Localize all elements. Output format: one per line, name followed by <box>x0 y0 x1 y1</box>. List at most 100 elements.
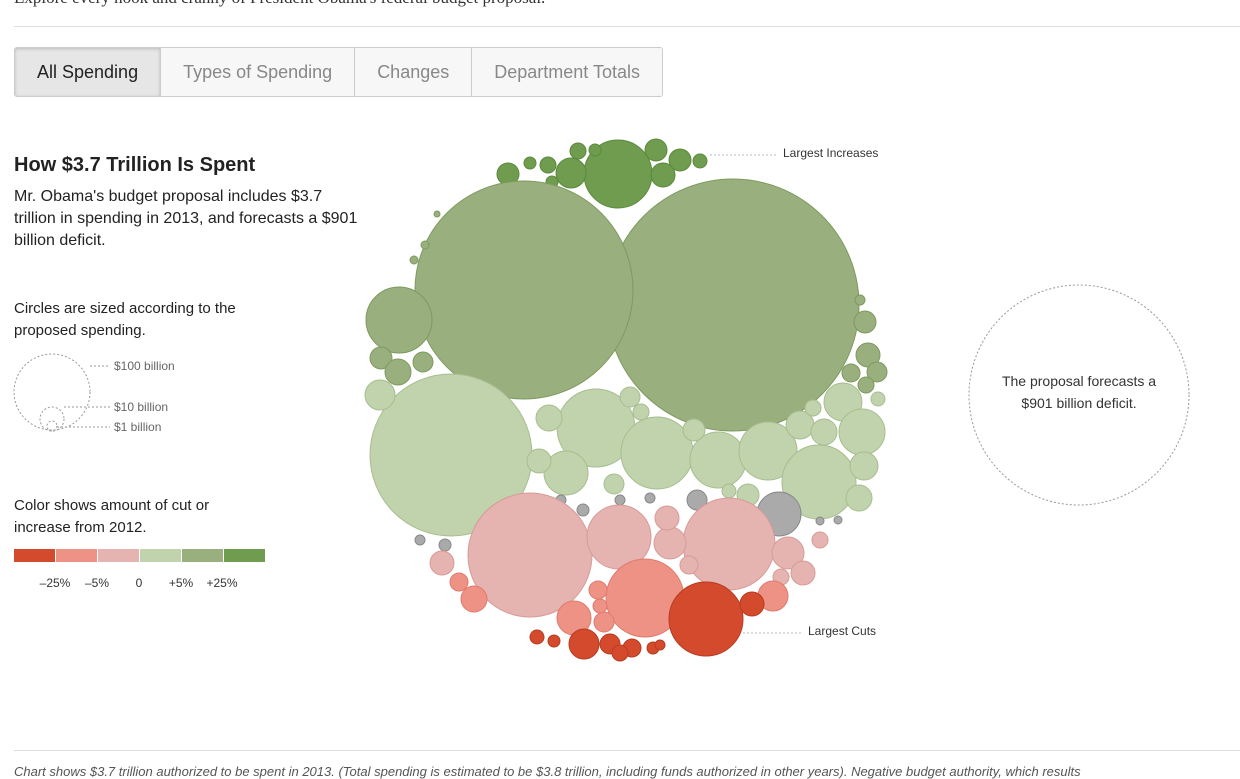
bubble <box>692 153 708 169</box>
bubble <box>523 156 537 170</box>
deficit-circle <box>968 284 1190 506</box>
group <box>429 492 829 618</box>
size-label: $1 billion <box>114 420 161 434</box>
bubble <box>412 351 434 373</box>
swatch <box>140 549 181 562</box>
group <box>710 154 1190 634</box>
color-note: Color shows amount of cut or increase fr… <box>14 497 210 536</box>
bubble <box>526 448 552 474</box>
color-label: +25% <box>206 576 237 590</box>
bubble <box>857 376 875 394</box>
bubble <box>654 639 666 651</box>
tab[interactable]: Types of Spending <box>160 48 355 96</box>
annotation: Largest Cuts <box>808 624 876 638</box>
bubble <box>529 629 545 645</box>
bubble <box>369 346 393 370</box>
bubble <box>721 483 737 499</box>
bubble <box>438 538 452 552</box>
size-circle <box>46 420 58 432</box>
annotation: Largest Increases <box>783 146 878 160</box>
size-legend <box>13 353 110 432</box>
bubble <box>653 526 687 560</box>
divider <box>14 26 1240 27</box>
bubble <box>593 611 615 633</box>
bubble <box>619 386 641 408</box>
size-note: Circles are sized according to the propo… <box>14 300 236 339</box>
bubble <box>833 515 843 525</box>
color-scale <box>14 549 265 562</box>
group <box>496 138 708 209</box>
bubble <box>644 138 668 162</box>
bubble <box>364 379 396 411</box>
swatch <box>224 549 265 562</box>
bubble <box>611 644 629 662</box>
tab-bar: All Spending Types of Spending Changes D… <box>14 47 663 97</box>
bubble <box>804 399 822 417</box>
bubble <box>588 580 608 600</box>
bubble <box>460 585 488 613</box>
bubble <box>870 391 886 407</box>
swatch <box>56 549 97 562</box>
bubble <box>679 555 699 575</box>
swatch <box>14 549 55 562</box>
size-label: $100 billion <box>114 359 175 373</box>
bubble <box>620 416 694 490</box>
group <box>364 138 888 662</box>
group <box>365 178 888 432</box>
tab[interactable]: All Spending <box>15 48 161 96</box>
bubble <box>449 572 469 592</box>
bubble <box>866 361 888 383</box>
group <box>529 581 765 662</box>
bubble <box>409 255 419 265</box>
group <box>364 373 886 537</box>
bubble <box>539 156 557 174</box>
bubble <box>838 408 886 456</box>
bubble <box>543 450 589 496</box>
group <box>449 558 789 638</box>
tab[interactable]: Department Totals <box>471 48 662 96</box>
bubble <box>668 581 744 657</box>
tab[interactable]: Changes <box>354 48 472 96</box>
group: –25% –5% 0 +5% +25% <box>40 576 238 590</box>
bubble <box>555 157 587 189</box>
color-label: +5% <box>169 576 194 590</box>
deficit-note-box: The proposal forecasts a $901 billion de… <box>1002 373 1156 411</box>
bubble <box>682 497 776 591</box>
bubble <box>790 560 816 586</box>
color-label: –5% <box>85 576 109 590</box>
bubble <box>845 484 873 512</box>
group: $100 billion $10 billion $1 billion <box>114 359 175 434</box>
bubble <box>668 148 692 172</box>
footer-note: Chart shows $3.7 trillion authorized to … <box>14 764 1081 779</box>
bubble <box>569 142 587 160</box>
bubble <box>365 286 433 354</box>
bubble <box>771 536 805 570</box>
swatch <box>98 549 139 562</box>
bubble <box>588 143 602 157</box>
bubble <box>654 505 680 531</box>
bubble <box>433 210 441 218</box>
bubble <box>738 421 798 481</box>
bubble <box>815 516 825 526</box>
bubble <box>535 404 563 432</box>
bubble <box>547 634 561 648</box>
bubble <box>739 591 765 617</box>
bubble <box>644 492 656 504</box>
bubble <box>614 494 626 506</box>
size-circle <box>39 406 65 432</box>
divider <box>14 750 1240 751</box>
description: Mr. Obama's budget proposal includes $3.… <box>14 188 358 249</box>
bubble <box>606 178 860 432</box>
bubble <box>384 358 412 386</box>
bubble <box>686 489 708 511</box>
bubble <box>420 240 430 250</box>
bubble <box>810 418 838 446</box>
bubble <box>414 180 634 400</box>
size-circle <box>13 353 91 431</box>
size-label: $10 billion <box>114 400 168 414</box>
color-label: –25% <box>40 576 71 590</box>
bubble <box>849 451 879 481</box>
bubble <box>682 418 706 442</box>
bubble <box>632 403 650 421</box>
